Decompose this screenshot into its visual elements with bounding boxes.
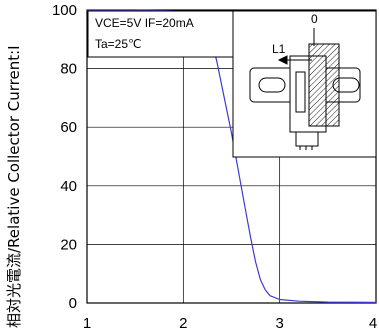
y-tick-label: 40 — [60, 178, 77, 195]
conditions-line-1: VCE=5V IF=20mA — [95, 16, 194, 30]
conditions-line-2: Ta=25℃ — [95, 37, 142, 51]
y-tick-label: 60 — [60, 119, 77, 136]
x-tick-label: 1 — [83, 315, 91, 331]
shield-plate — [308, 43, 340, 127]
x-tick-label: 2 — [179, 315, 187, 331]
flange-hole-left — [258, 77, 286, 93]
photo-interrupter-diagram — [249, 28, 361, 150]
slot — [295, 71, 306, 113]
y-tick-label: 80 — [60, 61, 77, 78]
y-tick-label: 100 — [52, 2, 77, 19]
y-tick-label: 0 — [69, 295, 77, 312]
y-tick-label: 20 — [60, 236, 77, 253]
y-axis-label: 相対光電流/Relative Collector Current:I — [5, 45, 23, 328]
inset-label-l1: L1 — [272, 42, 286, 56]
x-tick-label: 3 — [275, 315, 283, 331]
inset-label-zero: 0 — [311, 12, 318, 26]
x-tick-label: 4 — [369, 315, 377, 331]
connector — [295, 131, 319, 147]
